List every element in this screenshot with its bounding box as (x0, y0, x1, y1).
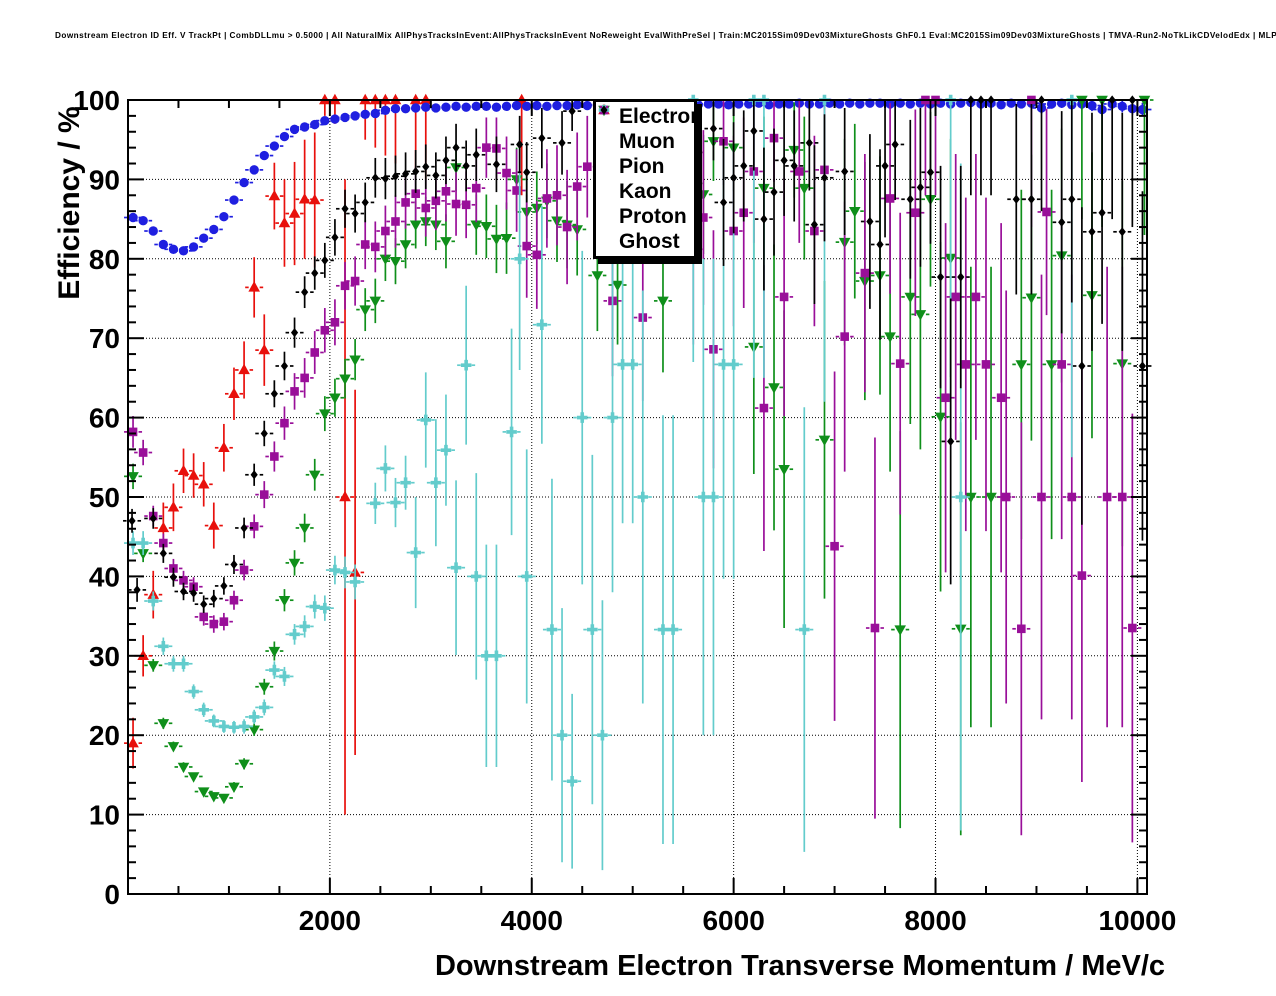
y-tick-label: 0 (104, 879, 120, 910)
y-tick-label: 100 (73, 85, 120, 116)
plot-config-title: Downstream Electron ID Eff. V TrackPt | … (55, 31, 1276, 40)
legend-entry-electron: Electron (598, 103, 703, 129)
series-ghost (123, 95, 1152, 613)
legend-entry-proton: Proton (598, 104, 690, 229)
legend-label: Electron (619, 105, 704, 128)
legend-entry-pion: Pion (598, 105, 690, 179)
ghost-marker-icon (600, 105, 608, 115)
y-tick-label: 60 (89, 403, 120, 434)
y-tick-label: 30 (89, 641, 120, 672)
legend-entry-muon: Muon (599, 105, 690, 154)
y-tick-label: 10 (89, 800, 120, 831)
x-tick-label: 6000 (702, 905, 764, 936)
legend-label: Kaon (619, 180, 672, 203)
legend-entry-kaon: Kaon (599, 105, 690, 204)
y-tick-label: 80 (89, 244, 120, 275)
legend-box: Electron Muon Pion Kaon Proton Ghost (593, 99, 703, 259)
x-tick-label: 4000 (501, 905, 563, 936)
y-tick-label: 70 (89, 323, 120, 354)
x-axis-title: Downstream Electron Transverse Momentum … (434, 950, 1166, 982)
y-tick-label: 50 (89, 482, 120, 513)
legend-label: Pion (619, 155, 665, 178)
y-tick-label: 20 (89, 720, 120, 751)
x-tick-label: 8000 (904, 905, 966, 936)
legend-entry-ghost: Ghost (600, 105, 690, 254)
series-muon (124, 97, 1152, 256)
legend-label: Ghost (619, 230, 680, 253)
legend-label: Proton (619, 205, 687, 228)
y-tick-label: 40 (89, 561, 120, 592)
x-tick-label: 2000 (299, 905, 361, 936)
legend-label: Muon (619, 130, 675, 153)
y-tick-label: 90 (89, 164, 120, 195)
x-tick-label: 10000 (1098, 905, 1176, 936)
